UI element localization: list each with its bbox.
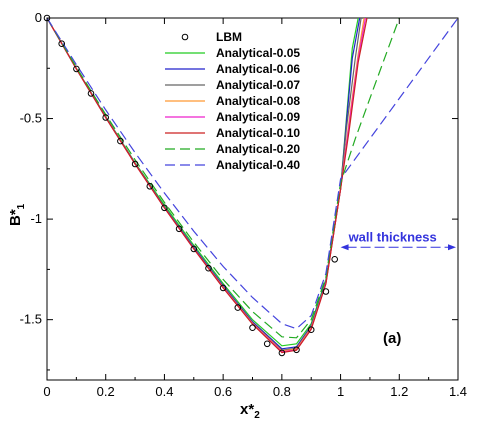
wall-thickness-annotation: wall thickness (340, 229, 456, 251)
y-axis-label: B*1 (7, 203, 27, 226)
series-line-6 (47, 18, 400, 339)
series-line-5 (47, 18, 368, 354)
lbm-marker (102, 114, 109, 121)
panel-label: (a) (383, 330, 401, 347)
lbm-marker (175, 225, 183, 233)
y-axis-label-sub: 1 (16, 203, 27, 209)
lbm-marker (131, 160, 139, 168)
x-axis-label: x*2 (240, 401, 260, 421)
lbm-marker (190, 245, 198, 253)
legend-label-lbm: LBM (216, 30, 242, 44)
lbm-marker (146, 183, 154, 190)
series-line-2 (47, 18, 362, 351)
x-tick-label: 0.2 (97, 384, 115, 399)
y-tick-label: -1.5 (20, 312, 42, 327)
x-tick-label: 1.4 (449, 384, 467, 399)
x-tick-label: 1.2 (390, 384, 408, 399)
series-line-1 (47, 18, 361, 350)
arrowhead-left (340, 244, 349, 251)
x-tick-label: 0.8 (273, 384, 291, 399)
lbm-marker (205, 264, 212, 272)
legend: LBM Analytical-0.05 Analytical-0.06 Analyti… (165, 30, 300, 172)
lbm-marker (293, 346, 300, 354)
lbm-marker (307, 326, 315, 334)
x-tick-label: 0.6 (214, 384, 232, 399)
lbm-marker (73, 65, 80, 73)
lbm-marker (263, 340, 271, 348)
lbm-marker (249, 324, 256, 332)
series-line-7 (47, 18, 458, 330)
lbm-marker (322, 288, 330, 295)
x-tick-label: 0.4 (155, 384, 173, 399)
arrowhead-right (448, 244, 456, 251)
lbm-marker (219, 284, 227, 292)
y-tick-label: -0.5 (20, 111, 42, 126)
legend-label-1: Analytical-0.06 (216, 62, 300, 76)
lbm-marker (278, 349, 286, 357)
legend-label-0: Analytical-0.05 (216, 46, 300, 60)
legend-label-7: Analytical-0.40 (216, 158, 300, 172)
x-axis-label-main: x* (240, 401, 254, 418)
lbm-marker (161, 204, 168, 212)
legend-label-4: Analytical-0.09 (216, 110, 300, 124)
legend-label-5: Analytical-0.10 (216, 126, 300, 140)
x-axis-label-sub: 2 (254, 410, 260, 421)
wall-thickness-label: wall thickness (348, 229, 437, 244)
y-axis-label-main: B* (7, 209, 24, 226)
analytical-curves (47, 18, 458, 354)
series-line-0 (47, 18, 359, 347)
lbm-marker (234, 304, 242, 311)
lbm-markers (43, 14, 339, 357)
axis-ticks: 0 0.2 0.4 0.6 0.8 1 1.2 1.4 0 -0.5 -1 -1.5 (20, 10, 467, 399)
x-tick-label: 0 (43, 384, 50, 399)
lbm-marker (87, 90, 95, 97)
y-tick-label: -1 (30, 211, 42, 226)
lbm-marker (58, 40, 66, 48)
lbm-marker (117, 137, 124, 145)
legend-label-3: Analytical-0.08 (216, 94, 300, 108)
legend-marker-lbm (181, 33, 189, 41)
legend-label-6: Analytical-0.20 (216, 142, 300, 156)
x-tick-label: 1 (337, 384, 344, 399)
y-tick-label: 0 (35, 10, 42, 25)
legend-label-2: Analytical-0.07 (216, 78, 300, 92)
lbm-marker (331, 256, 339, 263)
